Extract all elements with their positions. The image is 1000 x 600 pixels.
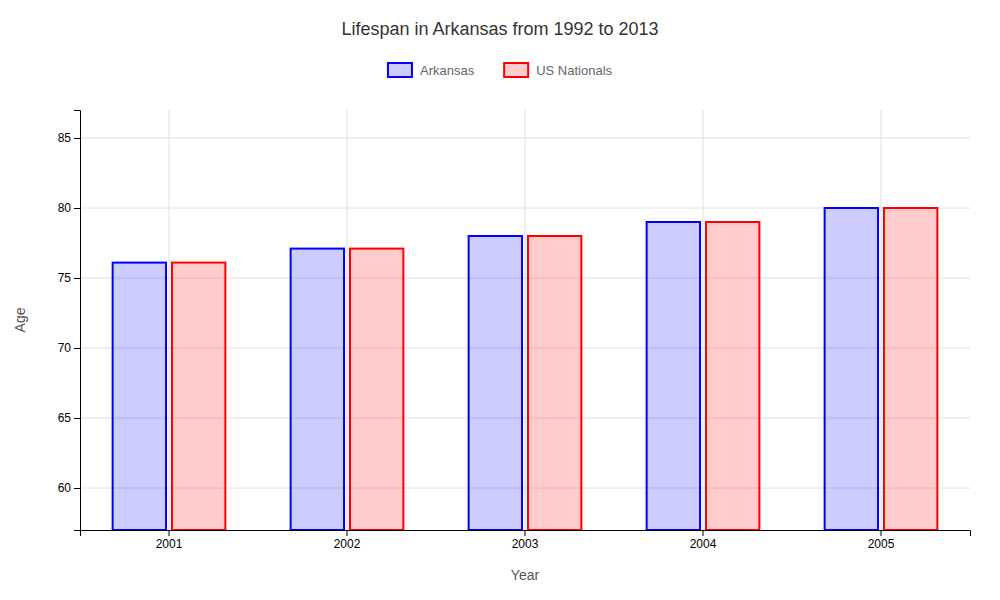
bar: [884, 208, 937, 530]
bar: [469, 236, 522, 530]
series: [113, 208, 878, 530]
x-axis-title: Year: [511, 567, 540, 583]
y-tick-mark: [74, 348, 80, 349]
grid: [80, 110, 970, 530]
x-tick-label: 2003: [512, 537, 539, 551]
legend-label: Arkansas: [420, 63, 475, 78]
x-tick: 2001: [156, 530, 183, 551]
y-tick-mark: [74, 208, 80, 209]
y-tick: 70: [58, 341, 80, 355]
legend-swatch: [388, 63, 412, 77]
y-axis-title: Age: [12, 307, 28, 332]
x-tick: 2002: [334, 530, 361, 551]
x-tick-label: 2005: [868, 537, 895, 551]
x-tick-label: 2002: [334, 537, 361, 551]
title: Lifespan in Arkansas from 1992 to 2013: [341, 19, 658, 39]
y-tick: 65: [58, 411, 80, 425]
y-tick-label: 75: [58, 271, 72, 285]
y-axis-line: [74, 111, 81, 531]
x-tick-label: 2001: [156, 537, 183, 551]
x-tick-mark: [703, 530, 704, 536]
y-tick: 85: [58, 131, 80, 145]
bars: [113, 208, 938, 530]
plot-area: 60 65 70 75 80 85 2001 2002 2003 2004 2005: [58, 110, 971, 551]
grid-line-x: [881, 110, 882, 530]
grid-line-x: [347, 110, 348, 530]
x-axis-line: [81, 531, 971, 537]
bar: [113, 263, 166, 530]
y-tick-label: 60: [58, 481, 72, 495]
grid-line-x: [703, 110, 704, 530]
series: [172, 208, 937, 530]
y-axis: 60 65 70 75 80 85: [58, 111, 81, 531]
y-tick-label: 85: [58, 131, 72, 145]
x-tick-mark: [525, 530, 526, 536]
y-tick-mark: [74, 418, 80, 419]
x-tick: 2003: [512, 530, 539, 551]
x-tick: 2004: [690, 530, 717, 551]
x-axis: 2001 2002 2003 2004 2005: [81, 530, 971, 551]
bar: [172, 263, 225, 530]
chart: 60 65 70 75 80 85 2001 2002 2003 2004 2005 Year Age L…: [0, 0, 1000, 600]
legend-item: US Nationals: [504, 63, 612, 78]
x-tick: 2005: [868, 530, 895, 551]
x-tick-mark: [169, 530, 170, 536]
x-tick-label: 2004: [690, 537, 717, 551]
y-tick-label: 80: [58, 201, 72, 215]
y-tick-mark: [74, 278, 80, 279]
y-tick: 75: [58, 271, 80, 285]
legend-label: US Nationals: [536, 63, 612, 78]
x-tick-mark: [881, 530, 882, 536]
y-tick-label: 65: [58, 411, 72, 425]
bar: [647, 222, 700, 530]
bar: [350, 249, 403, 530]
bar: [706, 222, 759, 530]
bar: [825, 208, 878, 530]
legend-swatch: [504, 63, 528, 77]
grid-line-x: [525, 110, 526, 530]
legend-item: Arkansas: [388, 63, 475, 78]
y-tick-mark: [74, 138, 80, 139]
bar: [528, 236, 581, 530]
grid-line-x: [169, 110, 170, 530]
bar: [291, 249, 344, 530]
x-tick-mark: [347, 530, 348, 536]
y-tick: 80: [58, 201, 80, 215]
legend: Arkansas US Nationals: [388, 63, 613, 78]
y-tick: 60: [58, 481, 80, 495]
y-tick-mark: [74, 488, 80, 489]
y-tick-label: 70: [58, 341, 72, 355]
